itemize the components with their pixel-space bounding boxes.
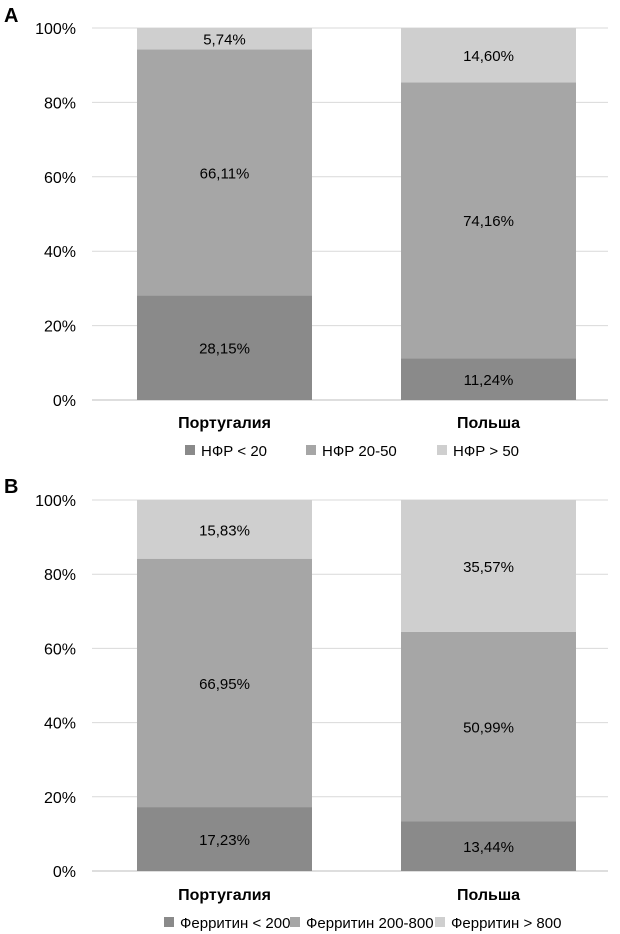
data-label: 66,11% xyxy=(200,165,250,182)
data-label: 11,24% xyxy=(464,372,514,389)
category-label: Польша xyxy=(457,887,520,904)
chart-panel-a: A 0% 20% 40% 60% 80% 100% 28,15% 66,11% 5,74% Порт… xyxy=(4,5,608,460)
bar-segment xyxy=(137,499,312,559)
legend-label: НФР < 20 xyxy=(201,443,267,460)
bar-segment xyxy=(401,500,576,632)
bar-segment xyxy=(137,28,312,50)
data-label: 28,15% xyxy=(199,341,250,358)
y-tick-label: 80% xyxy=(44,567,76,584)
data-label: 15,83% xyxy=(199,522,250,539)
legend-swatch xyxy=(290,917,300,927)
chart-panel-b: B 0% 20% 40% 60% 80% 100% 17,23% 66,95% 15,83% Пор… xyxy=(4,476,608,932)
y-tick-label: 0% xyxy=(53,864,76,881)
y-tick-label: 0% xyxy=(53,393,76,410)
panel-label: A xyxy=(4,5,18,27)
legend-swatch xyxy=(437,445,447,455)
legend-label: Ферритин < 200 xyxy=(180,915,290,932)
category-label: Португалия xyxy=(178,887,271,904)
legend-label: Ферритин > 800 xyxy=(451,915,561,932)
bar-segment xyxy=(401,28,576,83)
data-label: 50,99% xyxy=(463,720,514,737)
data-label: 5,74% xyxy=(203,32,246,49)
y-tick-label: 100% xyxy=(35,493,76,510)
data-label: 17,23% xyxy=(199,832,250,849)
y-tick-label: 20% xyxy=(44,790,76,807)
data-label: 13,44% xyxy=(463,839,514,856)
category-label: Португалия xyxy=(178,415,271,432)
y-tick-label: 40% xyxy=(44,716,76,733)
y-tick-label: 40% xyxy=(44,244,76,261)
legend-swatch xyxy=(164,917,174,927)
bar-segment xyxy=(137,295,312,400)
legend-label: НФР > 50 xyxy=(453,443,519,460)
y-tick-label: 60% xyxy=(44,641,76,658)
legend-swatch xyxy=(185,445,195,455)
bar-segment xyxy=(137,49,312,296)
data-label: 66,95% xyxy=(199,676,250,693)
bar-segment xyxy=(137,558,312,808)
category-label: Польша xyxy=(457,415,520,432)
bar-segment xyxy=(137,807,312,871)
y-tick-label: 60% xyxy=(44,170,76,187)
bar-segment xyxy=(401,631,576,822)
legend-label: НФР 20-50 xyxy=(322,443,397,460)
data-label: 35,57% xyxy=(463,559,514,576)
bar-segment xyxy=(401,821,576,871)
legend-swatch xyxy=(435,917,445,927)
legend: Ферритин < 200 Ферритин 200-800 Ферритин >… xyxy=(164,915,561,932)
bar-segment xyxy=(401,358,576,400)
bar-segment xyxy=(401,82,576,359)
legend-label: Ферритин 200-800 xyxy=(306,915,434,932)
data-label: 14,60% xyxy=(463,48,514,65)
y-tick-label: 20% xyxy=(44,319,76,336)
panel-label: B xyxy=(4,476,18,498)
legend-swatch xyxy=(306,445,316,455)
legend: НФР < 20 НФР 20-50 НФР > 50 xyxy=(185,443,519,460)
y-tick-label: 100% xyxy=(35,21,76,38)
data-label: 74,16% xyxy=(463,213,514,230)
y-tick-label: 80% xyxy=(44,95,76,112)
